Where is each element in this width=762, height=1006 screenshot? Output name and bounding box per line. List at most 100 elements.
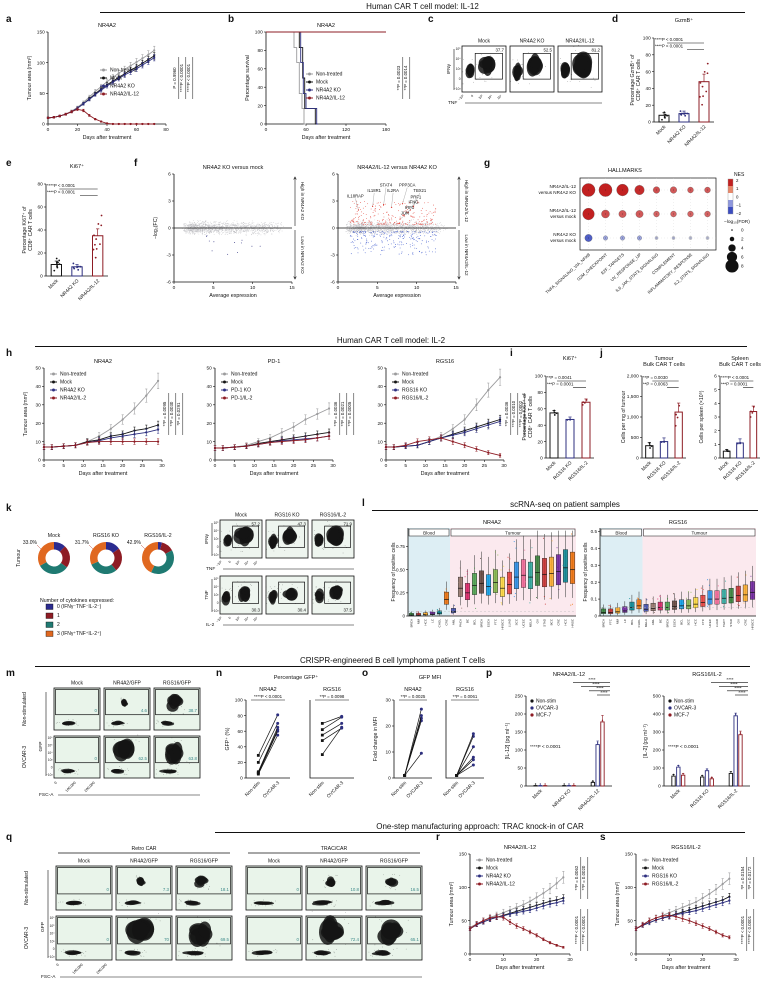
- svg-text:40: 40: [377, 384, 383, 390]
- svg-text:**P = 0.0005: **P = 0.0005: [347, 401, 352, 426]
- svg-text:6: 6: [332, 172, 335, 178]
- svg-text:-6: -6: [331, 280, 336, 286]
- svg-text:100: 100: [535, 374, 543, 380]
- svg-text:120: 120: [342, 127, 350, 133]
- svg-text:20: 20: [257, 103, 263, 109]
- svg-text:0: 0: [42, 122, 45, 128]
- svg-text:TNF: TNF: [448, 100, 457, 106]
- svg-text:Spleen: Spleen: [731, 356, 748, 362]
- svg-text:31.7%: 31.7%: [75, 540, 90, 546]
- svg-text:**P = 0.0036: **P = 0.0036: [504, 401, 509, 426]
- section-header-crispr: CRISPR-engineered B cell lymphoma patien…: [35, 656, 750, 667]
- svg-text:42.9%: 42.9%: [127, 540, 142, 546]
- panel-letter-q: q: [6, 832, 13, 843]
- panel-letter-s: s: [600, 832, 606, 843]
- svg-text:TBX21: TBX21: [413, 188, 426, 193]
- svg-text:Non-treated: Non-treated: [231, 372, 258, 378]
- svg-text:HALLMARKS: HALLMARKS: [608, 168, 642, 174]
- svg-text:5: 5: [233, 463, 236, 469]
- svg-text:Percentage Ki67⁺ of: Percentage Ki67⁺ of: [22, 206, 28, 253]
- svg-text:80: 80: [645, 53, 651, 59]
- svg-text:NR4A2/IL-12: NR4A2/IL-12: [316, 96, 345, 102]
- svg-text:NR4A2/IL-12: NR4A2/IL-12: [77, 278, 101, 302]
- svg-text:NR4A2 KO: NR4A2 KO: [553, 232, 576, 237]
- svg-text:Tumour area (mm²): Tumour area (mm²): [23, 391, 29, 436]
- svg-text:100: 100: [37, 60, 45, 66]
- panel-m-flow-cytometry: Mock NR4A2/GFP RGS16/GFPNon-stimulatedOVCA…: [22, 681, 201, 798]
- svg-text:150: 150: [37, 30, 45, 36]
- svg-text:2: 2: [714, 428, 717, 434]
- svg-text:0: 0: [168, 226, 171, 232]
- svg-text:20: 20: [37, 251, 43, 257]
- section-header-il12: Human CAR T cell model: IL-12: [100, 2, 745, 13]
- svg-text:Days after treatment: Days after treatment: [79, 471, 128, 477]
- svg-text:RGS16: RGS16: [436, 359, 454, 365]
- svg-text:Percentage survival: Percentage survival: [245, 55, 251, 101]
- svg-text:1,500: 1,500: [627, 394, 639, 400]
- svg-text:NR4A2: NR4A2: [317, 23, 335, 29]
- svg-text:50: 50: [206, 366, 212, 372]
- svg-text:G2M_CHECKPOINT: G2M_CHECKPOINT: [576, 252, 609, 282]
- panel-letter-m: m: [6, 668, 15, 679]
- svg-text:**P = 0.0014: **P = 0.0014: [403, 65, 408, 90]
- svg-text:NES: NES: [734, 172, 745, 178]
- svg-text:1: 1: [714, 442, 717, 448]
- svg-text:versus mock: versus mock: [550, 214, 576, 219]
- svg-text:15: 15: [100, 463, 106, 469]
- svg-text:CD8⁺ CAR T cells: CD8⁺ CAR T cells: [636, 59, 642, 101]
- svg-text:10: 10: [206, 439, 212, 445]
- svg-text:0: 0: [648, 120, 651, 126]
- svg-text:100: 100: [255, 30, 263, 36]
- svg-text:Low in NR4A2/IL-12: Low in NR4A2/IL-12: [464, 234, 469, 276]
- svg-text:Percentage GzmB⁺ of: Percentage GzmB⁺ of: [630, 54, 636, 105]
- svg-text:15: 15: [453, 285, 459, 291]
- svg-text:-6: -6: [167, 280, 172, 286]
- svg-text:Mock: Mock: [545, 460, 558, 473]
- section-header-scrnaseq: scRNA-seq on patient samples: [372, 500, 758, 511]
- panel-letter-k: k: [6, 503, 12, 514]
- svg-text:25: 25: [311, 463, 317, 469]
- section-header-il2: Human CAR T cell model: IL-2: [35, 336, 747, 347]
- svg-text:0: 0: [741, 228, 744, 233]
- svg-text:0: 0: [540, 456, 543, 462]
- svg-text:10³: 10³: [456, 67, 461, 71]
- svg-text:Tumour area (mm²): Tumour area (mm²): [27, 55, 33, 100]
- svg-text:versus mock: versus mock: [550, 238, 576, 243]
- svg-text:NR4A2/IL-12 versus NR4A2 KO: NR4A2/IL-12 versus NR4A2 KO: [357, 165, 437, 171]
- svg-text:20: 20: [645, 103, 651, 109]
- svg-text:20: 20: [291, 463, 297, 469]
- svg-text:3 (IFNγ⁺TNF⁺IL-2⁺): 3 (IFNγ⁺TNF⁺IL-2⁺): [57, 631, 102, 637]
- svg-text:−1: −1: [736, 203, 742, 208]
- svg-text:40: 40: [645, 86, 651, 92]
- svg-text:Non-treated: Non-treated: [60, 372, 87, 378]
- svg-text:40: 40: [537, 423, 543, 429]
- svg-text:NR4A2 KO: NR4A2 KO: [666, 124, 687, 145]
- svg-text:10⁵: 10⁵: [456, 47, 462, 51]
- svg-text:Non-treated: Non-treated: [402, 372, 429, 378]
- svg-text:Tumour: Tumour: [16, 549, 22, 567]
- svg-text:NR4A2/IL-12: NR4A2/IL-12: [549, 208, 576, 213]
- svg-text:PD-1/IL-2: PD-1/IL-2: [231, 396, 253, 402]
- panel-letter-e: e: [6, 158, 12, 169]
- svg-text:***P = 0.0010: ***P = 0.0010: [511, 400, 516, 427]
- svg-text:5: 5: [376, 285, 379, 291]
- svg-text:30: 30: [206, 403, 212, 409]
- svg-text:0: 0: [337, 285, 340, 291]
- svg-text:5: 5: [62, 463, 65, 469]
- svg-text:NR4A2/IL-12: NR4A2/IL-12: [566, 39, 595, 45]
- svg-text:4: 4: [741, 246, 744, 251]
- svg-text:10: 10: [252, 463, 258, 469]
- panel-letter-b: b: [228, 14, 235, 25]
- svg-text:80: 80: [537, 390, 543, 396]
- svg-text:NR4A2 KO: NR4A2 KO: [316, 88, 341, 94]
- svg-text:Tumour: Tumour: [654, 356, 673, 362]
- svg-text:3: 3: [714, 415, 717, 421]
- svg-text:10: 10: [414, 285, 420, 291]
- svg-text:CD8⁺ CAR T cells: CD8⁺ CAR T cells: [528, 396, 534, 438]
- svg-text:50: 50: [35, 366, 41, 372]
- svg-text:40: 40: [206, 384, 212, 390]
